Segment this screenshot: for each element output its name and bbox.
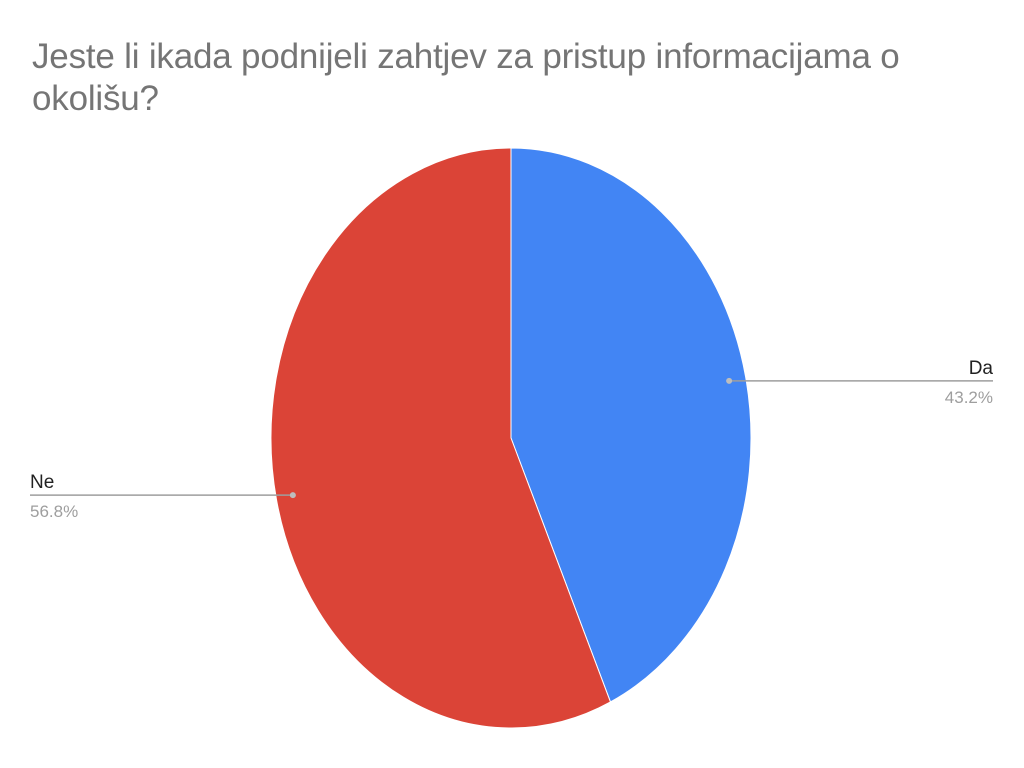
- pie-slice-da: [510, 147, 752, 703]
- leader-dot-ne: [289, 492, 296, 499]
- leader-dot-da: [726, 377, 733, 384]
- slice-label-da: Da: [969, 358, 994, 379]
- slice-label-ne: Ne: [30, 472, 54, 493]
- slice-value-ne: 56.8%: [30, 502, 78, 521]
- pie-slices: [270, 147, 752, 729]
- pie-labels: Da 43.2% Ne 56.8%: [30, 358, 993, 521]
- pie-slice-ne: [270, 147, 612, 729]
- slice-value-da: 43.2%: [945, 388, 993, 407]
- chart-title: Jeste li ikada podnijeli zahtjev za pris…: [32, 37, 900, 118]
